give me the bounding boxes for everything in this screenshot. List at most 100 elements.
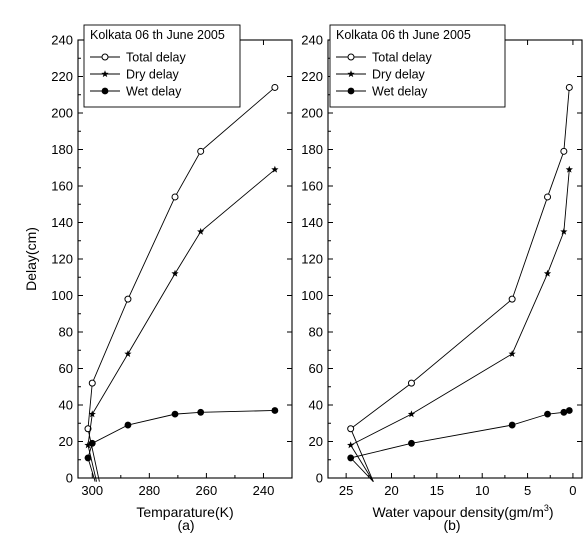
panel-a-legend-title: Kolkata 06 th June 2005 bbox=[90, 28, 225, 42]
panel-a-data-point bbox=[271, 407, 279, 414]
panel-a-y-tick-label: 20 bbox=[59, 434, 73, 449]
panel-b-data-point bbox=[543, 269, 552, 277]
panel-b-x-axis-title-suffix: ) bbox=[549, 504, 554, 520]
panel-a-data-point bbox=[171, 193, 179, 201]
panel-a-temperature: 0 20 40 60 80 100 120 140 160 180 200 220 240 300 280 2… bbox=[23, 24, 293, 533]
panel-b-y-tick-label: 200 bbox=[301, 106, 323, 121]
panel-a-y-tick-label: 40 bbox=[59, 398, 73, 413]
panel-a-data-point bbox=[84, 454, 92, 462]
panel-b-y-tick-label: 80 bbox=[309, 325, 323, 340]
panel-a-y-tick-label: 80 bbox=[59, 325, 73, 340]
panel-b-data-point bbox=[565, 407, 573, 414]
panel-b-data-point bbox=[560, 408, 568, 416]
panel-b-data-point bbox=[407, 410, 416, 418]
panel-b-y-tick-label: 160 bbox=[301, 179, 323, 194]
panel-b-data-point bbox=[347, 425, 355, 433]
panel-a-data-point bbox=[124, 295, 132, 303]
panel-a-data-point bbox=[197, 408, 205, 416]
panel-a-legend-marker bbox=[101, 70, 109, 78]
panel-b-x-axis-title-superscript: 3 bbox=[544, 503, 549, 513]
panel-b-data-point bbox=[347, 441, 355, 449]
panel-a-y-tick-label: 200 bbox=[51, 106, 73, 121]
panel-a-data-point bbox=[197, 147, 205, 155]
panel-a-label: (a) bbox=[177, 517, 194, 533]
panel-a-data-point bbox=[271, 165, 279, 173]
panel-b-data-point bbox=[407, 379, 415, 387]
panel-b-data-point bbox=[408, 439, 415, 447]
panel-b-y-tick-label: 100 bbox=[301, 288, 323, 303]
panel-b-legend-entry: Total delay bbox=[372, 51, 433, 65]
panel-b-x-tick-label: 10 bbox=[475, 483, 489, 498]
panel-b-y-tick-label: 0 bbox=[316, 471, 323, 486]
panel-b-y-tick-label: 240 bbox=[301, 33, 323, 48]
panel-a-data-point bbox=[84, 425, 92, 433]
panel-a-legend: Kolkata 06 th June 2005 Total delay Dry de… bbox=[83, 24, 241, 108]
panel-b-x-tick-label: 25 bbox=[339, 483, 353, 498]
panel-b-label: (b) bbox=[443, 517, 460, 533]
panel-a-y-axis-title: Delay(cm) bbox=[23, 227, 39, 291]
panel-b-data-point bbox=[565, 165, 573, 173]
panel-b-data-point bbox=[508, 421, 516, 429]
panel-a-legend-box bbox=[83, 24, 241, 108]
panel-a-y-tick-label: 240 bbox=[51, 33, 73, 48]
panel-b-x-tick-label: 20 bbox=[384, 483, 398, 498]
panel-b-y-tick-label: 220 bbox=[301, 69, 323, 84]
panel-b-data-point bbox=[544, 193, 552, 201]
panel-a-x-tick-label: 240 bbox=[253, 483, 275, 498]
panel-a-y-tick-label: 220 bbox=[51, 69, 73, 84]
panel-b-y-tick-label: 60 bbox=[309, 361, 323, 376]
panel-a-legend-marker bbox=[101, 53, 109, 61]
panel-b-x-axis-title: Water vapour density(gm/m3) bbox=[372, 503, 553, 520]
panel-b-data-point bbox=[508, 295, 516, 303]
panel-b-legend-marker bbox=[347, 53, 355, 61]
panel-b-data-point bbox=[560, 147, 568, 155]
panel-b-data-point bbox=[347, 454, 355, 462]
panel-b-y-tick-label: 180 bbox=[301, 142, 323, 157]
panel-a-data-point bbox=[88, 410, 96, 418]
panel-a-x-axis-title: Temparature(K) bbox=[136, 504, 233, 520]
panel-b-series-total-delay bbox=[347, 83, 573, 482]
panel-b-data-point bbox=[544, 410, 551, 418]
panel-a-data-point bbox=[124, 421, 132, 429]
panel-b-x-tick-label: 5 bbox=[524, 483, 531, 498]
panel-a-y-tick-label: 0 bbox=[66, 471, 73, 486]
panel-b-x-tick-label: 15 bbox=[430, 483, 444, 498]
panel-a-data-point bbox=[171, 269, 179, 277]
panel-b-legend-entry: Wet delay bbox=[372, 85, 428, 99]
panel-a-y-tick-label: 160 bbox=[51, 179, 73, 194]
panel-a-x-tick-label: 260 bbox=[196, 483, 218, 498]
panel-a-y-tick-label: 180 bbox=[51, 142, 73, 157]
panel-a-series-total-delay bbox=[84, 83, 279, 482]
panel-a-data-point bbox=[271, 83, 279, 91]
panel-b-data-point bbox=[508, 350, 516, 357]
panel-a-series-wet-delay bbox=[84, 407, 279, 482]
panel-b-y-tick-label: 20 bbox=[309, 434, 323, 449]
panel-b-legend: Kolkata 06 th June 2005 Total delay Dry de… bbox=[329, 24, 506, 108]
panel-b-legend-box bbox=[329, 24, 506, 108]
panel-a-legend-marker bbox=[101, 87, 109, 95]
panel-a-x-tick-label: 280 bbox=[138, 483, 160, 498]
panel-a-y-tick-label: 140 bbox=[51, 215, 73, 230]
panel-a-legend-entry: Dry delay bbox=[126, 68, 180, 82]
panel-b-y-tick-label: 40 bbox=[309, 398, 323, 413]
panel-b-legend-marker bbox=[347, 87, 355, 95]
panel-b-data-point bbox=[565, 83, 573, 91]
panel-a-y-tick-label: 60 bbox=[59, 361, 73, 376]
panel-a-data-point bbox=[88, 379, 96, 387]
panel-b-x-tick-label: 0 bbox=[569, 483, 576, 498]
panel-a-y-tick-label: 120 bbox=[51, 252, 73, 267]
panel-b-legend-marker bbox=[347, 70, 355, 78]
panel-b-data-point bbox=[560, 227, 568, 235]
panel-a-legend-entry: Wet delay bbox=[126, 85, 182, 99]
panel-b-series-dry-delay bbox=[347, 165, 573, 482]
panel-a-legend-entry: Total delay bbox=[126, 51, 187, 65]
panel-a-series-dry-delay bbox=[84, 165, 279, 482]
panel-a-x-tick-label: 300 bbox=[81, 483, 103, 498]
panel-b-y-tick-label: 120 bbox=[301, 252, 323, 267]
panel-a-y-tick-label: 100 bbox=[51, 288, 73, 303]
panel-a-data-point bbox=[124, 350, 132, 357]
panel-b-series-wet-delay bbox=[347, 407, 573, 482]
panel-a-data-point bbox=[171, 410, 179, 418]
